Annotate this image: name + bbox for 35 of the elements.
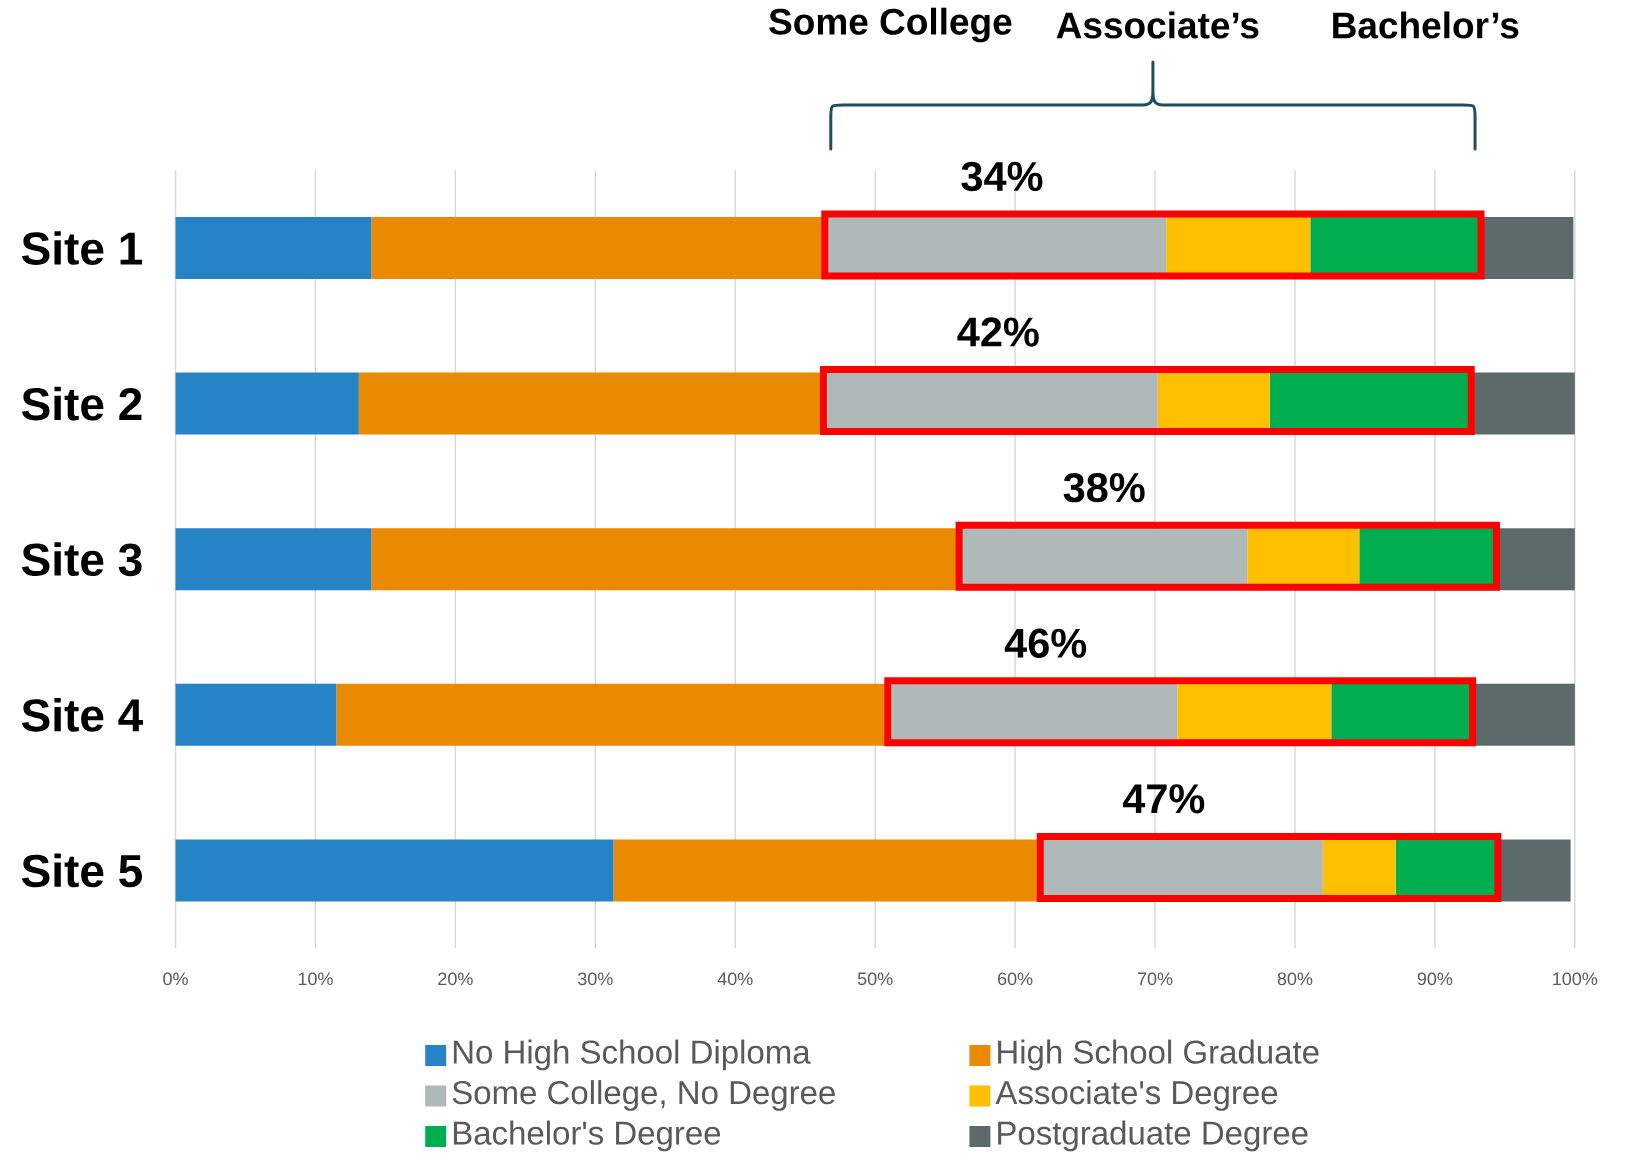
legend-label: Postgraduate Degree [998, 1120, 1308, 1152]
bar [175, 372, 359, 435]
y-tick-label: Site 1 [21, 231, 142, 265]
legend-label: Some College, No Degree [452, 1080, 835, 1111]
text: Some College [769, 7, 1012, 43]
y-tick-label: Site 4 [21, 697, 144, 732]
x-tick-label: 20% [438, 972, 473, 986]
x-tick-label: 30% [577, 972, 613, 986]
x-tick-label: 50% [857, 972, 893, 986]
bar [175, 839, 614, 902]
annotation: 46% [1004, 628, 1087, 658]
y-tick-label: Site 3 [21, 542, 142, 577]
text: Bachelor’s [1333, 11, 1519, 39]
y-tick-label: Site 5 [21, 853, 142, 888]
bar [175, 217, 372, 280]
bar [175, 528, 372, 591]
text: Associate’s [1056, 11, 1259, 39]
bar [175, 683, 337, 746]
annotation: 38% [1063, 472, 1145, 503]
legend-label: Associate's Degree [995, 1080, 1278, 1111]
annotation: 42% [957, 317, 1039, 347]
x-tick-label: 40% [717, 972, 753, 986]
x-tick-label: 80% [1277, 972, 1313, 986]
legend-label: High School Graduate [998, 1039, 1319, 1071]
x-tick-label: 90% [1417, 972, 1453, 986]
x-tick-label: 0% [163, 972, 188, 986]
legend-label: Bachelor's Degree [453, 1120, 721, 1152]
legend-label: No High School Diploma [453, 1039, 811, 1071]
x-tick-label: 60% [997, 972, 1033, 986]
x-tick-label: 70% [1137, 972, 1173, 986]
annotation: 47% [1122, 784, 1205, 814]
y-tick-label: Site 2 [21, 386, 142, 421]
annotation: 34% [961, 161, 1043, 192]
x-tick-label: 10% [298, 972, 333, 986]
x-tick-label: 100% [1553, 972, 1598, 986]
